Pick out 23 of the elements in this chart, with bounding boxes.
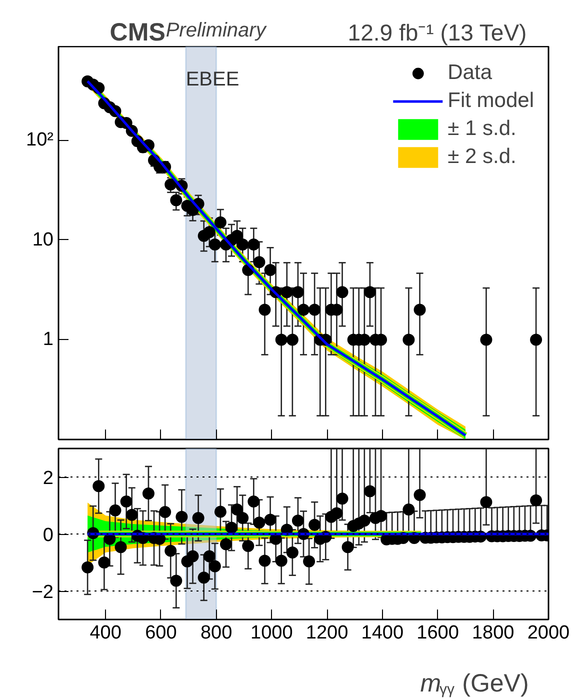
x-tick-label: 1600 xyxy=(416,622,459,644)
x-tick-label: 1000 xyxy=(250,622,293,644)
x-tick-label: 1400 xyxy=(361,622,404,644)
legend-label: Fit model xyxy=(448,88,534,114)
legend-label: Data xyxy=(448,60,492,86)
chart-title: CMS xyxy=(110,18,166,46)
text: 12.9 fb⁻¹ (13 TeV) xyxy=(348,20,527,46)
x-tick-label: 1200 xyxy=(306,622,348,644)
x-tick-label: 600 xyxy=(145,622,177,644)
x-tick-label: 1800 xyxy=(472,622,514,644)
y-tick-label: 2 xyxy=(42,468,54,489)
x-tick-label: 2000 xyxy=(527,622,570,644)
y-tick-label: 0 xyxy=(42,525,54,546)
chart-subtitle: Preliminary xyxy=(166,20,267,42)
x-tick-label: 400 xyxy=(90,622,122,644)
y-tick-label: 1 xyxy=(42,329,54,350)
y-tick-label: 10 xyxy=(32,229,54,250)
legend-label: ± 2 s.d. xyxy=(448,144,516,170)
band-label: EBEE xyxy=(186,68,240,90)
y-tick-label: 10² xyxy=(26,130,54,151)
legend-label: ± 1 s.d. xyxy=(448,116,516,142)
y-tick-label: −2 xyxy=(32,582,54,603)
x-tick-label: 800 xyxy=(200,622,232,644)
